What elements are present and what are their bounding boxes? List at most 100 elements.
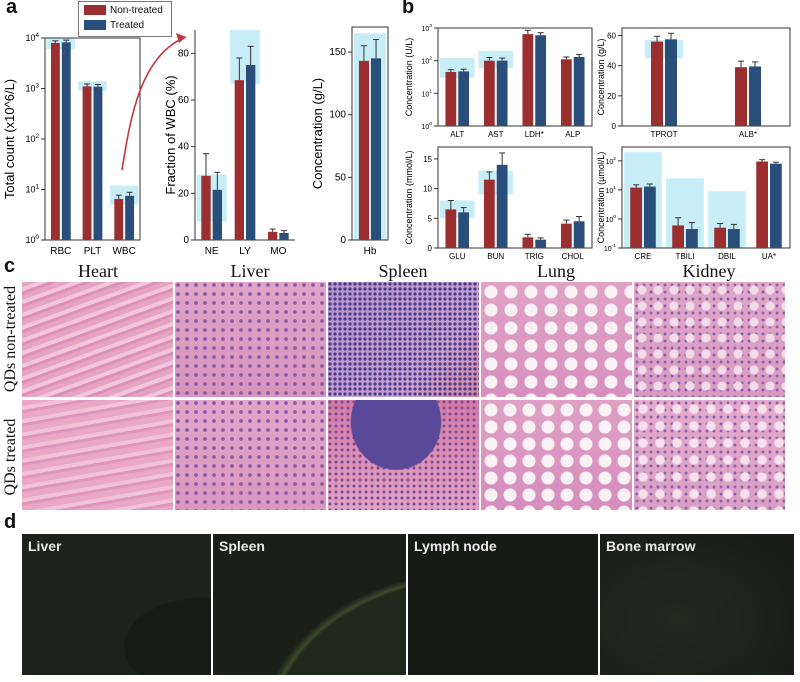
bar-b4-DBIL-non-treated bbox=[714, 227, 726, 248]
category-label-b2-1: ALB* bbox=[739, 130, 757, 139]
ylabel-a2: Fraction of WBC (%) bbox=[163, 75, 178, 194]
bar-a2-MO-non-treated bbox=[268, 231, 278, 240]
category-label-b1-2: LDH* bbox=[525, 130, 544, 139]
bar-b1-ALP-treated bbox=[573, 56, 585, 126]
reference-band-b4-1 bbox=[666, 178, 704, 248]
panel-label-d: d bbox=[4, 511, 17, 533]
ytick-label-a2-4: 80 bbox=[178, 48, 190, 59]
fluorescence-lymph-node: Lymph node bbox=[408, 534, 598, 675]
fluorescence-bone-marrow: Bone marrow bbox=[600, 534, 794, 675]
reference-band-a1-0 bbox=[46, 38, 76, 50]
ytick-label-b1-1: 101 bbox=[421, 88, 432, 98]
bar-b4-UA-non-treated bbox=[756, 161, 768, 248]
reference-band-a2-1 bbox=[230, 30, 260, 84]
organ-label-heart: Heart bbox=[78, 261, 118, 281]
ytick-label-a2-3: 60 bbox=[178, 95, 190, 106]
ylabel-b1: Concentration (U/L) bbox=[404, 38, 414, 117]
reference-band-a2-0 bbox=[196, 174, 227, 222]
legend-swatch-treated bbox=[84, 20, 106, 31]
bar-a2-NE-non-treated bbox=[201, 175, 211, 240]
category-label-a2-1: LY bbox=[239, 246, 251, 257]
bar-b4-CRE-non-treated bbox=[630, 187, 642, 248]
ytick-label-a3-0: 0 bbox=[340, 235, 346, 246]
ytick-label-a1-4: 104 bbox=[25, 32, 39, 43]
category-label-b4-0: CRE bbox=[635, 252, 652, 261]
reference-band-b3-0 bbox=[440, 200, 475, 219]
reference-band-a3-0 bbox=[353, 33, 387, 240]
organ-label-liver: Liver bbox=[230, 261, 270, 281]
histology-liver-non-treated bbox=[175, 282, 326, 397]
category-label-a1-0: RBC bbox=[50, 246, 71, 257]
category-label-b3-1: BUN bbox=[487, 252, 504, 261]
plot-frame-b3 bbox=[437, 146, 593, 249]
bar-b1-ALT-non-treated bbox=[445, 71, 457, 126]
category-label-b4-1: TBILI bbox=[675, 252, 694, 261]
bar-b1-ALT-treated bbox=[458, 71, 470, 126]
bar-b2-ALB-treated bbox=[749, 66, 761, 126]
category-label-a2-0: NE bbox=[205, 246, 219, 257]
bar-a1-RBC-non-treated bbox=[50, 42, 60, 241]
fluorescence-label-spleen: Spleen bbox=[219, 538, 265, 554]
bar-a2-MO-treated bbox=[279, 233, 289, 240]
ylabel-a3: Concentration (g/L) bbox=[310, 78, 325, 189]
reference-band-b2-0 bbox=[644, 40, 684, 59]
ytick-label-b2-3: 60 bbox=[607, 32, 616, 41]
histology-heart-treated bbox=[22, 400, 173, 510]
row-label-treated: QDs treated bbox=[2, 418, 19, 496]
legend-item-treated: Treated bbox=[84, 19, 144, 33]
bar-b2-TPROT-treated bbox=[665, 39, 677, 126]
bar-b3-GLU-non-treated bbox=[445, 209, 457, 248]
plot-frame-b2 bbox=[621, 27, 791, 127]
ytick-label-b4-2: 101 bbox=[605, 185, 616, 195]
ytick-label-b1-3: 103 bbox=[421, 23, 432, 33]
category-label-b3-0: GLU bbox=[449, 252, 466, 261]
ytick-label-b4-0: 10-1 bbox=[604, 243, 616, 253]
panel-label-c: c bbox=[4, 255, 16, 277]
fluorescence-liver: Liver bbox=[22, 534, 211, 675]
organ-label-kidney: Kidney bbox=[682, 261, 736, 281]
ytick-label-b1-2: 102 bbox=[421, 56, 432, 66]
ytick-label-b4-3: 102 bbox=[605, 156, 616, 166]
plot-frame-a3 bbox=[351, 26, 389, 241]
bar-b4-TBILI-non-treated bbox=[672, 225, 684, 248]
ytick-label-a1-1: 101 bbox=[25, 184, 39, 195]
category-label-b1-3: ALP bbox=[565, 130, 580, 139]
histology-liver-treated bbox=[175, 400, 326, 510]
ytick-label-a1-2: 102 bbox=[25, 133, 39, 144]
bar-b1-AST-treated bbox=[496, 60, 508, 126]
reference-band-b4-2 bbox=[708, 191, 746, 248]
bar-a1-PLT-treated bbox=[93, 86, 103, 240]
plot-frame-b4 bbox=[621, 146, 791, 249]
bar-a3-Hb-non-treated bbox=[358, 60, 369, 241]
legend-item-non-treated: Non-treated bbox=[84, 4, 163, 18]
category-label-b3-3: CHOL bbox=[562, 252, 585, 261]
histology-spleen-non-treated bbox=[328, 282, 479, 397]
fluorescence-label-liver: Liver bbox=[28, 538, 62, 554]
category-label-b1-0: ALT bbox=[450, 130, 464, 139]
legend-label-non-treated: Non-treated bbox=[110, 5, 163, 16]
organ-label-spleen: Spleen bbox=[378, 261, 428, 281]
reference-band-b1-1 bbox=[478, 50, 513, 68]
ytick-label-b3-0: 0 bbox=[428, 244, 433, 253]
ytick-label-a2-0: 0 bbox=[183, 235, 189, 246]
ylabel-a1: Total count (x10^6/L) bbox=[2, 79, 17, 199]
wbc-zoom-arrow bbox=[121, 36, 187, 171]
category-label-a2-2: MO bbox=[270, 246, 286, 257]
bar-b3-TRIG-non-treated bbox=[522, 237, 534, 248]
bar-b4-TBILI-treated bbox=[686, 229, 698, 248]
bar-a2-LY-non-treated bbox=[234, 80, 244, 241]
histology-lung-treated bbox=[481, 400, 632, 510]
category-label-b1-1: AST bbox=[488, 130, 504, 139]
chart-legend: Non-treated Treated bbox=[78, 1, 172, 37]
category-label-a1-2: WBC bbox=[112, 246, 135, 257]
histology-kidney-non-treated bbox=[634, 282, 785, 397]
bar-a1-PLT-non-treated bbox=[82, 86, 92, 240]
ytick-label-b2-1: 20 bbox=[607, 92, 616, 101]
ytick-label-b2-0: 0 bbox=[612, 122, 617, 131]
panel-label-a: a bbox=[6, 0, 18, 18]
bar-b1-LDH-non-treated bbox=[522, 34, 534, 126]
histology-spleen-treated bbox=[328, 400, 479, 510]
ytick-label-b2-2: 40 bbox=[607, 62, 616, 71]
reference-band-b1-0 bbox=[440, 58, 475, 78]
